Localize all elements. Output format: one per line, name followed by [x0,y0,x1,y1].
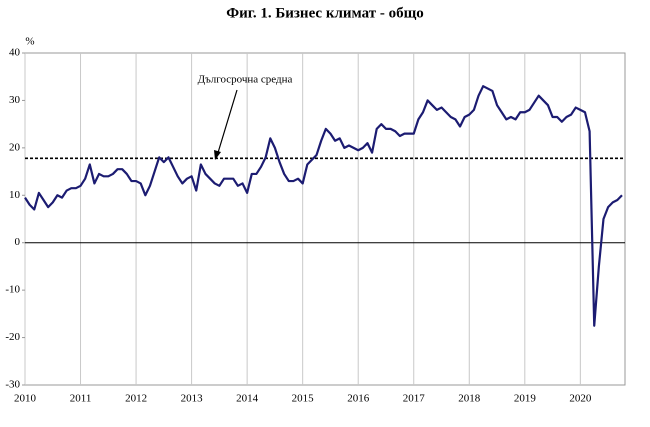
y-tick-label: 30 [9,94,21,106]
y-tick-label: -20 [5,331,20,343]
y-tick-label: 40 [9,47,21,59]
x-tick-label: 2017 [403,393,426,405]
y-tick-label: -30 [5,379,20,391]
y-tick-label: -10 [5,284,20,296]
y-tick-label: 0 [15,236,21,248]
x-tick-label: 2014 [236,393,259,405]
annotation: Дългосрочна средна [198,74,293,86]
x-tick-label: 2010 [14,393,37,405]
y-tick-label: 10 [9,189,21,201]
annotation-arrow [216,89,238,157]
x-tick-label: 2016 [347,393,370,405]
x-tick-label: 2015 [292,393,315,405]
y-tick-label: 20 [9,141,21,153]
y-unit: % [25,36,34,48]
x-tick-label: 2018 [458,393,481,405]
chart-title: Фиг. 1. Бизнес климат - общо [226,5,424,21]
series-line [24,85,623,327]
x-tick-label: 2019 [514,393,537,405]
x-tick-label: 2011 [70,393,92,405]
x-tick-label: 2020 [569,393,592,405]
x-tick-label: 2013 [181,393,204,405]
x-tick-label: 2012 [125,393,147,405]
